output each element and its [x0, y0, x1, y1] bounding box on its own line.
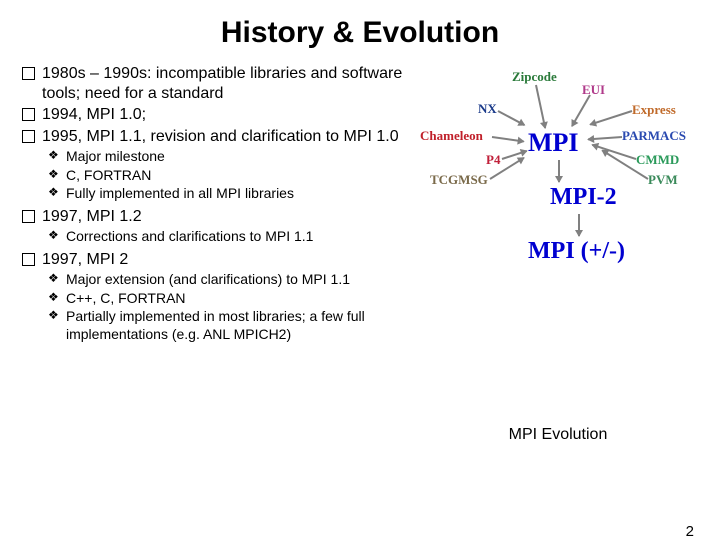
bullet-item: 1994, MPI 1.0;	[18, 105, 418, 125]
lib-label: NX	[478, 101, 497, 117]
content-area: 1980s – 1990s: incompatible libraries an…	[0, 64, 720, 444]
sub-bullet-item: Partially implemented in most libraries;…	[46, 308, 418, 343]
page-number: 2	[686, 523, 694, 540]
lib-label: Chameleon	[420, 128, 483, 144]
sub-list: Major extension (and clarifications) to …	[46, 271, 418, 343]
arrow-icon	[492, 136, 524, 142]
bullet-item: 1997, MPI 1.2	[18, 207, 418, 227]
bullet-item: 1995, MPI 1.1, revision and clarificatio…	[18, 127, 418, 147]
lib-label: P4	[486, 152, 500, 168]
bullet-item: 1997, MPI 2	[18, 250, 418, 270]
lib-label: Express	[632, 102, 676, 118]
arrow-icon	[588, 136, 622, 140]
lib-label: TCGMSG	[430, 172, 488, 188]
sub-bullet-item: C++, C, FORTRAN	[46, 290, 418, 308]
mpi-plusminus-label: MPI (+/-)	[528, 238, 625, 265]
diagram-caption: MPI Evolution	[418, 426, 698, 444]
bullet-column: 1980s – 1990s: incompatible libraries an…	[18, 64, 418, 444]
down-arrow-icon	[578, 214, 580, 236]
arrow-icon	[535, 85, 546, 128]
sub-bullet-item: Fully implemented in all MPI libraries	[46, 185, 418, 203]
lib-label: Zipcode	[512, 69, 557, 85]
sub-list: Corrections and clarifications to MPI 1.…	[46, 228, 418, 246]
lib-label: CMMD	[636, 152, 679, 168]
sub-bullet-item: Corrections and clarifications to MPI 1.…	[46, 228, 418, 246]
bullet-list: 1980s – 1990s: incompatible libraries an…	[18, 64, 418, 343]
arrow-icon	[498, 110, 525, 126]
mpi-center-label: MPI	[528, 128, 579, 158]
diagram-column: MPI MPI-2 MPI (+/-) NX Zipcode EUI Express C…	[418, 64, 698, 444]
sub-bullet-item: Major extension (and clarifications) to …	[46, 271, 418, 289]
page-title: History & Evolution	[0, 16, 720, 50]
arrow-icon	[590, 110, 632, 125]
lib-label: EUI	[582, 82, 605, 98]
mpi2-label: MPI-2	[550, 184, 617, 211]
sub-bullet-item: Major milestone	[46, 148, 418, 166]
bullet-item: 1980s – 1990s: incompatible libraries an…	[18, 64, 418, 103]
mpi-diagram: MPI MPI-2 MPI (+/-) NX Zipcode EUI Express C…	[418, 66, 693, 296]
down-arrow-icon	[558, 160, 560, 182]
sub-bullet-item: C, FORTRAN	[46, 167, 418, 185]
lib-label: PARMACS	[622, 128, 686, 144]
lib-label: PVM	[648, 172, 678, 188]
sub-list: Major milestoneC, FORTRANFully implement…	[46, 148, 418, 203]
